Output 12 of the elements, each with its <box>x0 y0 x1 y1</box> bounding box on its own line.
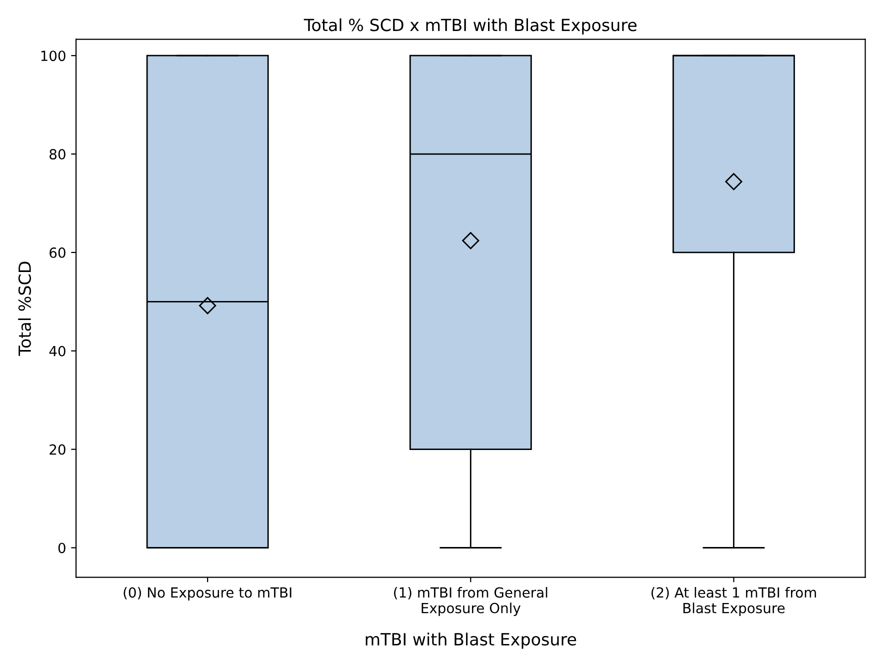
y-tick-label: 60 <box>50 247 66 258</box>
y-tick-label: 20 <box>50 444 66 455</box>
y-tick-label: 80 <box>50 149 66 160</box>
y-tick-label: 100 <box>41 50 66 62</box>
y-axis-title: Total %SCD <box>18 262 32 356</box>
x-tick-label: (1) mTBI from General Exposure Only <box>394 587 548 616</box>
x-axis-title: mTBI with Blast Exposure <box>366 632 576 649</box>
chart-title: Total % SCD x mTBI with Blast Exposure <box>304 18 637 34</box>
x-tick-label: (0) No Exposure to mTBI <box>124 587 292 600</box>
y-tick-label: 0 <box>58 542 66 554</box>
y-tick-label: 40 <box>49 346 66 356</box>
x-tick-label: (2) At least 1 mTBI from Blast Exposure <box>652 587 816 616</box>
